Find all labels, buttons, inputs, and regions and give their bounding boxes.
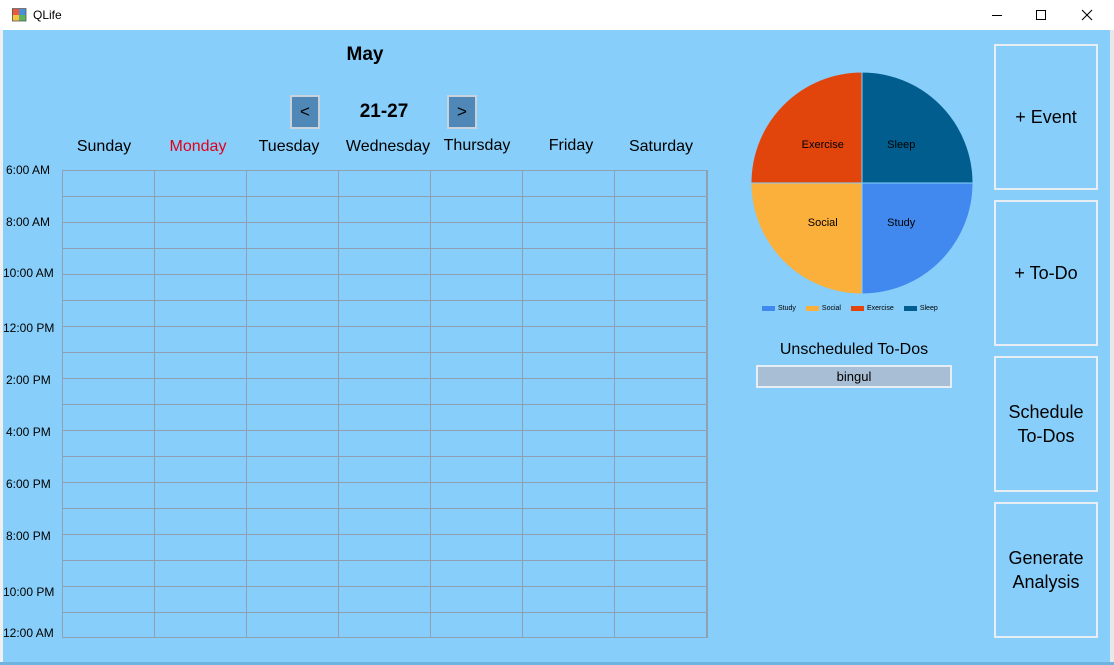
calendar-grid[interactable] [62, 170, 708, 638]
day-header-wednesday: Wednesday [345, 138, 431, 155]
legend-label-exercise: Exercise [866, 305, 894, 312]
legend-label-sleep: Sleep [919, 305, 938, 312]
add-todo-button[interactable]: + To-Do [994, 200, 1098, 346]
day-header-tuesday: Tuesday [258, 138, 320, 155]
legend-swatch-study [762, 306, 775, 311]
legend-item-study: Study [762, 305, 796, 312]
legend-label-social: Social [821, 305, 841, 312]
schedule-todos-button[interactable]: Schedule To-Dos [994, 356, 1098, 492]
legend-item-social: Social [805, 305, 841, 312]
pie-slice-exercise [750, 71, 863, 184]
legend-label-study: Study [778, 305, 796, 312]
pie-label-exercise: Exercise [802, 139, 844, 151]
pie-label-study: Study [887, 217, 916, 229]
todo-list-item[interactable]: bingul [756, 365, 952, 388]
time-label-12am: 12:00 AM [3, 626, 54, 640]
maximize-button[interactable] [1018, 0, 1064, 30]
next-week-button[interactable]: > [447, 95, 477, 129]
day-header-monday: Monday [169, 138, 227, 155]
window-title: QLife [33, 8, 62, 22]
month-title: May [346, 44, 384, 65]
day-header-thursday: Thursday [443, 137, 511, 154]
time-label-10pm: 10:00 PM [3, 585, 55, 599]
time-label-4pm: 4:00 PM [6, 425, 51, 439]
time-label-12pm: 12:00 PM [3, 321, 55, 335]
minimize-button[interactable] [974, 0, 1020, 30]
time-label-8am: 8:00 AM [6, 215, 51, 229]
pie-label-sleep: Sleep [887, 139, 915, 151]
close-icon [1081, 9, 1093, 21]
windows-form-icon [12, 8, 27, 22]
maximize-icon [1036, 10, 1046, 20]
prev-week-button[interactable]: < [290, 95, 320, 129]
legend-swatch-exercise [850, 306, 864, 311]
pie-label-social: Social [808, 217, 838, 229]
activity-pie-chart: Study Social Exercise Sleep [750, 71, 974, 295]
minimize-icon [992, 15, 1002, 16]
day-header-friday: Friday [548, 137, 594, 154]
time-label-6pm: 6:00 PM [6, 477, 51, 491]
pie-slice-study [861, 182, 974, 295]
legend-item-sleep: Sleep [903, 305, 938, 312]
time-label-8pm: 8:00 PM [6, 529, 51, 543]
time-label-2pm: 2:00 PM [6, 373, 51, 387]
legend-swatch-social [805, 306, 819, 311]
generate-analysis-button[interactable]: Generate Analysis [994, 502, 1098, 638]
close-button[interactable] [1064, 0, 1110, 30]
title-bar[interactable]: QLife [0, 0, 1114, 30]
unscheduled-todos-title: Unscheduled To-Dos [779, 341, 929, 358]
window-border-left [0, 30, 3, 665]
pie-legend: Study Social Exercise Sleep [762, 305, 938, 312]
time-label-10am: 10:00 AM [3, 266, 54, 280]
pie-slice-social [750, 182, 863, 295]
day-header-sunday: Sunday [76, 138, 132, 155]
day-header-saturday: Saturday [628, 138, 694, 155]
legend-item-exercise: Exercise [850, 305, 894, 312]
window-border-bottom [0, 662, 1114, 665]
week-range: 21-27 [359, 101, 409, 122]
window-border-right [1110, 30, 1114, 665]
legend-swatch-sleep [903, 306, 917, 311]
time-label-6am: 6:00 AM [6, 163, 51, 177]
pie-slice-sleep [861, 71, 974, 184]
add-event-button[interactable]: + Event [994, 44, 1098, 190]
